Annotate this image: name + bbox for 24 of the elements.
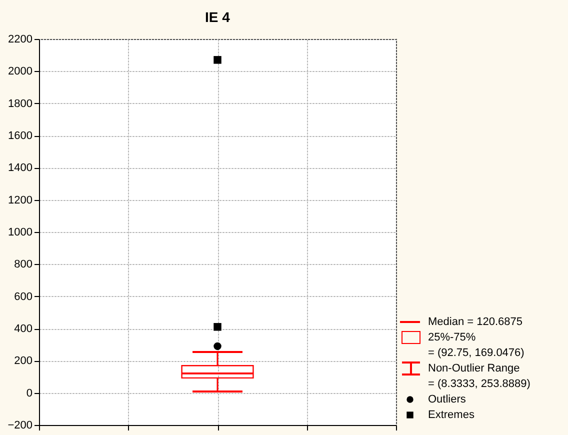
point [214, 323, 222, 331]
text: = (92.75, 169.0476) [428, 347, 524, 359]
legend-label: Outliers [428, 394, 466, 406]
y-tick-label: −200 [8, 420, 32, 432]
y-tick-label: 2000 [8, 66, 32, 78]
chart-title: IE 4 [205, 9, 230, 25]
y-tick-label: 400 [14, 323, 32, 335]
legend-label: Extremes [428, 409, 475, 421]
text: 25%-75% [428, 332, 476, 344]
y-tick-label: 0 [26, 387, 32, 400]
text: = (8.3333, 253.8889) [428, 378, 530, 390]
text: Median = 120.6875 [428, 316, 522, 328]
point [214, 56, 222, 64]
y-tick-label: 1400 [8, 162, 32, 174]
y-tick-label: 1800 [8, 98, 32, 110]
y-tick-label: 800 [14, 258, 32, 271]
y-tick-label: 1000 [8, 226, 32, 238]
y-tick-label: 1200 [8, 194, 32, 206]
point [214, 342, 222, 350]
y-tick-label: 1600 [8, 130, 32, 142]
y-tick-label: 200 [14, 355, 32, 368]
y-tick-label: 600 [14, 290, 32, 303]
y-tick-label: 2200 [8, 34, 32, 46]
text: Non-Outlier Range [428, 362, 520, 374]
